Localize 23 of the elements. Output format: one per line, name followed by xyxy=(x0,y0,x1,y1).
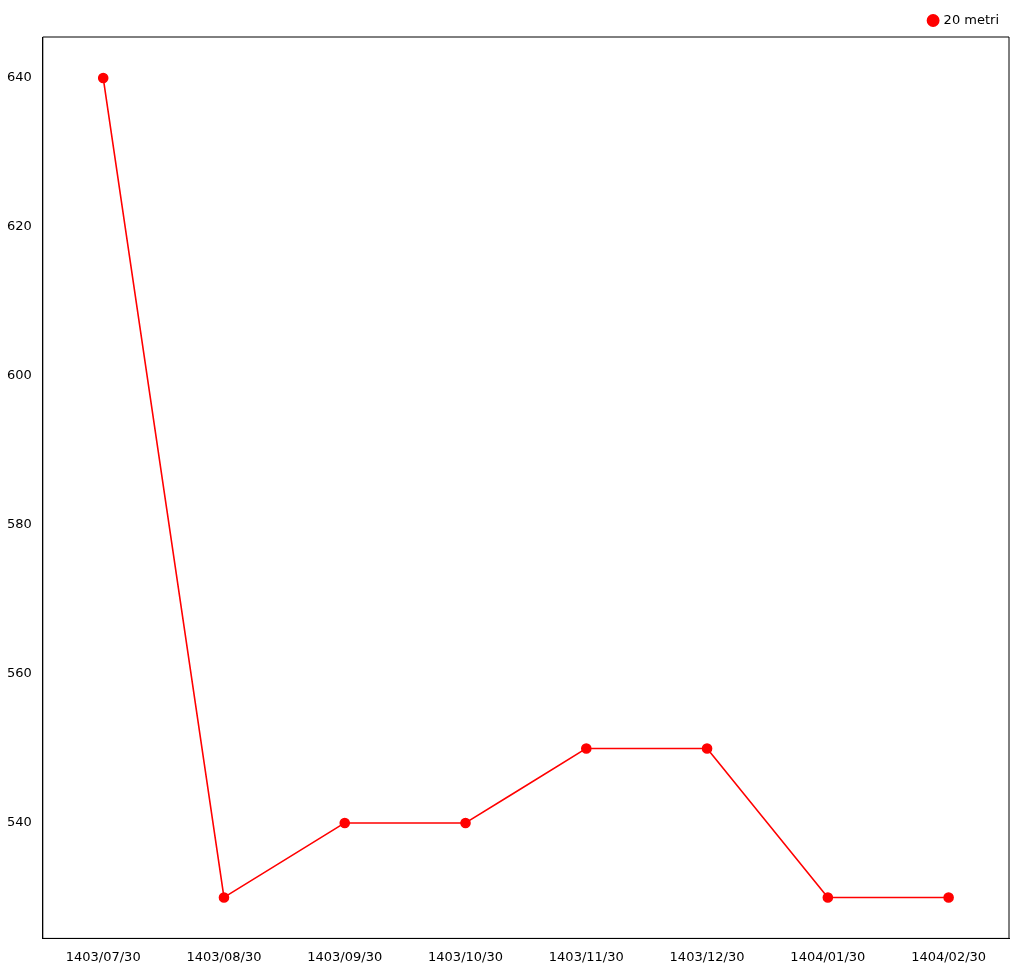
y-tick-label: 640 xyxy=(6,69,32,85)
point xyxy=(460,817,471,829)
legend-label: 20 metri xyxy=(943,11,999,27)
point xyxy=(339,817,351,829)
x-tick-label: 1403/12/30 xyxy=(669,948,745,964)
y-tick-label: 580 xyxy=(6,516,32,532)
y-tick-label: 620 xyxy=(6,218,32,234)
point xyxy=(822,892,834,903)
x-tick-label: 1403/07/30 xyxy=(65,948,141,964)
x-tick-label: 1403/08/30 xyxy=(186,948,262,964)
y-tick-label: 600 xyxy=(6,367,32,383)
x-tick-label: 1404/01/30 xyxy=(790,948,866,964)
x-tick-label: 1403/10/30 xyxy=(428,948,503,964)
x-tick-label: 1403/11/30 xyxy=(548,948,624,964)
point xyxy=(701,743,713,754)
x-tick-label: 1404/02/30 xyxy=(911,948,987,964)
y-tick-label: 540 xyxy=(6,814,32,830)
y-tick-label: 560 xyxy=(6,665,32,681)
point xyxy=(218,892,230,903)
point xyxy=(943,892,954,903)
point xyxy=(580,743,592,754)
x-tick-label: 1403/09/30 xyxy=(307,948,383,964)
point xyxy=(97,72,109,84)
